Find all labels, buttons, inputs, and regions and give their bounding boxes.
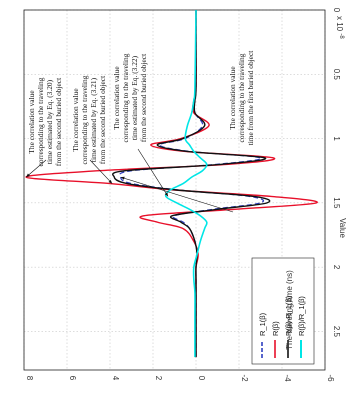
- x-axis-label: The traveling time (ns): [285, 270, 294, 350]
- annotation-line: The correlation value: [71, 88, 80, 152]
- annotation-line: from the second buried object: [54, 77, 63, 166]
- x-tick-label: 2.5: [332, 326, 341, 338]
- x-tick-label: 1: [332, 136, 341, 141]
- y-multiplier: x 10 -8: [335, 16, 344, 39]
- plot-frame: [23, 9, 326, 371]
- annotation-line: time estimated by Eq. (3.21): [89, 77, 98, 162]
- y-tick-label: 2: [154, 376, 163, 381]
- legend-label-2: R(β)-R_1(β): [284, 295, 293, 336]
- annotation-arrow: [89, 159, 113, 184]
- annotation-arrowhead: [108, 179, 113, 184]
- annotation-3: The correlation value corresponding to th…: [228, 50, 255, 146]
- annotation-line: corresponding to the traveling: [121, 53, 130, 142]
- annotation-arrowhead: [120, 176, 125, 180]
- annotation-line: The correlation value: [112, 66, 121, 130]
- y-axis-label: Value: [338, 218, 347, 238]
- x-tick-label: 2: [332, 265, 341, 270]
- y-tick-label: 4: [111, 376, 120, 381]
- y-tick-label: -4: [283, 374, 292, 382]
- annotation-line: corresponding to the traveling: [36, 77, 45, 166]
- series-line-2: [112, 9, 271, 358]
- y-multiplier-exponent: -8: [338, 33, 344, 39]
- annotation-line: corresponding to the traveling: [237, 53, 246, 142]
- annotation-1: The correlation value corresponding to th…: [71, 75, 107, 165]
- annotation-arrow: [137, 148, 169, 197]
- annotation-line: The correlation value: [228, 66, 237, 130]
- annotations: The correlation value corresponding to th…: [27, 50, 255, 167]
- annotation-arrowhead: [26, 173, 30, 178]
- y-tick-label: -6: [326, 374, 335, 382]
- legend-label-3: R(β)/R_1(β): [297, 296, 306, 336]
- legend-label-1: R(β): [271, 321, 280, 336]
- y-tick-label: -2: [240, 374, 249, 382]
- series: [25, 9, 318, 358]
- y-tick-label: 6: [68, 376, 77, 381]
- annotation-line: time estimated by Eq. (3.22): [130, 55, 139, 140]
- annotation-line: time from the first buried object: [246, 50, 255, 146]
- annotation-line: from the second buried object: [139, 53, 148, 142]
- series-line-3: [164, 9, 208, 358]
- x-tick-label: 0: [332, 8, 341, 13]
- legend: R_1(β) R(β) R(β)-R_1(β) R(β)/R_1(β): [251, 257, 315, 365]
- ticks: 0 0.5 1 1.5 2 2.5 8 6 4 2 0 -2 -4 -6: [25, 8, 341, 382]
- annotation-line: corresponding to the traveling: [80, 75, 89, 164]
- legend-box: [251, 257, 315, 365]
- annotation-arrow: [120, 176, 234, 213]
- annotation-line: time estimated by Eq. (3.20): [45, 79, 54, 164]
- x-tick-label: 0.5: [332, 69, 341, 81]
- annotation-line: The correlation value: [27, 90, 36, 154]
- x-tick-label: 1.5: [332, 197, 341, 209]
- annotation-arrows: [25, 148, 234, 213]
- annotation-line: from the second buried object: [98, 75, 107, 164]
- y-tick-label: 8: [25, 376, 34, 381]
- annotation-2: The correlation value corresponding to th…: [112, 53, 148, 143]
- annotation-arrow: [25, 159, 47, 178]
- y-tick-label: 0: [197, 376, 206, 381]
- y-multiplier-base: x 10: [335, 16, 344, 32]
- annotation-0: The correlation value corresponding to th…: [27, 77, 63, 167]
- legend-label-0: R_1(β): [258, 312, 267, 336]
- annotation-arrowhead: [164, 192, 169, 197]
